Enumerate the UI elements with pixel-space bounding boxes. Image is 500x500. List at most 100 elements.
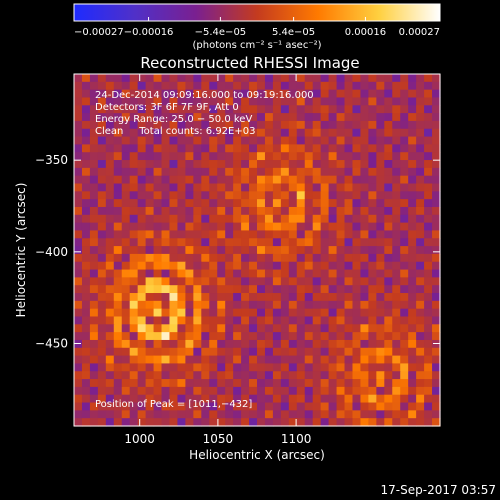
heatmap-cell — [217, 316, 226, 325]
heatmap-cell — [129, 308, 139, 318]
heatmap-cell — [89, 418, 99, 427]
heatmap-cell — [296, 386, 306, 396]
heatmap-cell — [81, 324, 91, 333]
heatmap-cell — [153, 89, 163, 99]
heatmap-cell — [408, 97, 417, 106]
heatmap-cell — [408, 379, 417, 388]
heatmap-cell — [272, 222, 282, 232]
heatmap-cell — [161, 371, 171, 380]
heatmap-cell — [193, 222, 202, 232]
heatmap-cell — [129, 277, 139, 286]
heatmap-cell — [296, 120, 306, 130]
heatmap-cell — [257, 347, 266, 357]
heatmap-cell — [352, 206, 362, 216]
heatmap-cell — [153, 308, 163, 318]
heatmap-cell — [416, 402, 425, 411]
heatmap-cell — [320, 347, 330, 357]
heatmap-cell — [113, 402, 123, 411]
heatmap-cell — [217, 261, 226, 271]
heatmap-cell — [241, 339, 250, 349]
heatmap-cell — [209, 308, 218, 318]
heatmap-cell — [153, 183, 163, 192]
heatmap-cell — [209, 144, 218, 153]
heatmap-cell — [169, 183, 179, 192]
heatmap-cell — [185, 394, 194, 404]
heatmap-cell — [233, 308, 242, 318]
heatmap-cell — [145, 300, 155, 310]
heatmap-cell — [360, 144, 369, 153]
heatmap-cell — [225, 300, 234, 310]
heatmap-cell — [177, 269, 186, 278]
heatmap-cell — [249, 230, 258, 239]
heatmap-cell — [74, 347, 83, 357]
heatmap-cell — [257, 410, 266, 419]
heatmap-cell — [368, 402, 377, 411]
heatmap-cell — [113, 152, 123, 161]
heatmap-cell — [272, 332, 282, 341]
heatmap-cell — [432, 128, 441, 138]
heatmap-cell — [113, 285, 123, 294]
heatmap-cell — [304, 316, 314, 325]
heatmap-cell — [161, 253, 171, 263]
heatmap-cell — [408, 402, 417, 411]
heatmap-cell — [177, 183, 186, 192]
heatmap-cell — [145, 308, 155, 318]
heatmap-cell — [384, 371, 393, 380]
heatmap-cell — [193, 246, 202, 255]
heatmap-cell — [288, 128, 298, 138]
heatmap-cell — [257, 261, 266, 271]
heatmap-cell — [137, 183, 147, 192]
heatmap-cell — [225, 394, 234, 404]
heatmap-cell — [153, 339, 163, 349]
colorbar-ticks: −0.00027 −0.00016 −5.4e−05 5.4e−05 0.00016 0.… — [73, 17, 441, 38]
heatmap-cell — [376, 214, 385, 224]
heatmap-cell — [113, 355, 123, 365]
heatmap-cell — [233, 89, 242, 99]
heatmap-cell — [81, 386, 91, 396]
heatmap-cell — [81, 332, 91, 341]
heatmap-cell — [161, 120, 171, 130]
heatmap-cell — [304, 261, 314, 271]
heatmap-cell — [352, 316, 362, 325]
heatmap-cell — [209, 183, 218, 192]
heatmap-cell — [257, 152, 266, 161]
heatmap-cell — [145, 285, 155, 294]
heatmap-cell — [105, 120, 115, 130]
heatmap-cell — [344, 230, 354, 239]
heatmap-cell — [233, 261, 242, 271]
heatmap-cell — [416, 89, 425, 99]
heatmap-cell — [416, 81, 425, 91]
heatmap-cell — [432, 402, 441, 411]
heatmap-cell — [241, 74, 250, 83]
heatmap-cell — [392, 191, 401, 200]
heatmap-cell — [193, 285, 202, 294]
heatmap-cell — [384, 253, 393, 263]
heatmap-cell — [312, 269, 322, 278]
heatmap-cell — [360, 261, 369, 271]
heatmap-cell — [304, 418, 314, 427]
heatmap-cell — [424, 175, 433, 185]
heatmap-cell — [137, 355, 147, 365]
annotation-line: Energy Range: 25.0 − 50.0 keV — [95, 114, 252, 125]
heatmap-cell — [97, 81, 107, 91]
heatmap-cell — [344, 238, 354, 247]
heatmap-cell — [161, 394, 171, 404]
heatmap-cell — [241, 222, 250, 232]
heatmap-cell — [432, 160, 441, 169]
heatmap-cell — [129, 418, 139, 427]
heatmap-cell — [376, 410, 385, 419]
heatmap-cell — [424, 97, 433, 106]
heatmap-cell — [304, 136, 314, 145]
heatmap-cell — [145, 175, 155, 185]
heatmap-cell — [320, 206, 330, 216]
heatmap-cell — [145, 167, 155, 177]
heatmap-cell — [424, 347, 433, 357]
heatmap-cell — [400, 222, 409, 232]
heatmap-cell — [360, 371, 369, 380]
heatmap-cell — [376, 144, 385, 153]
heatmap-cell — [89, 160, 99, 169]
heatmap-cell — [360, 222, 369, 232]
heatmap-cell — [249, 113, 258, 122]
heatmap-cell — [217, 253, 226, 263]
heatmap-cell — [129, 269, 139, 278]
